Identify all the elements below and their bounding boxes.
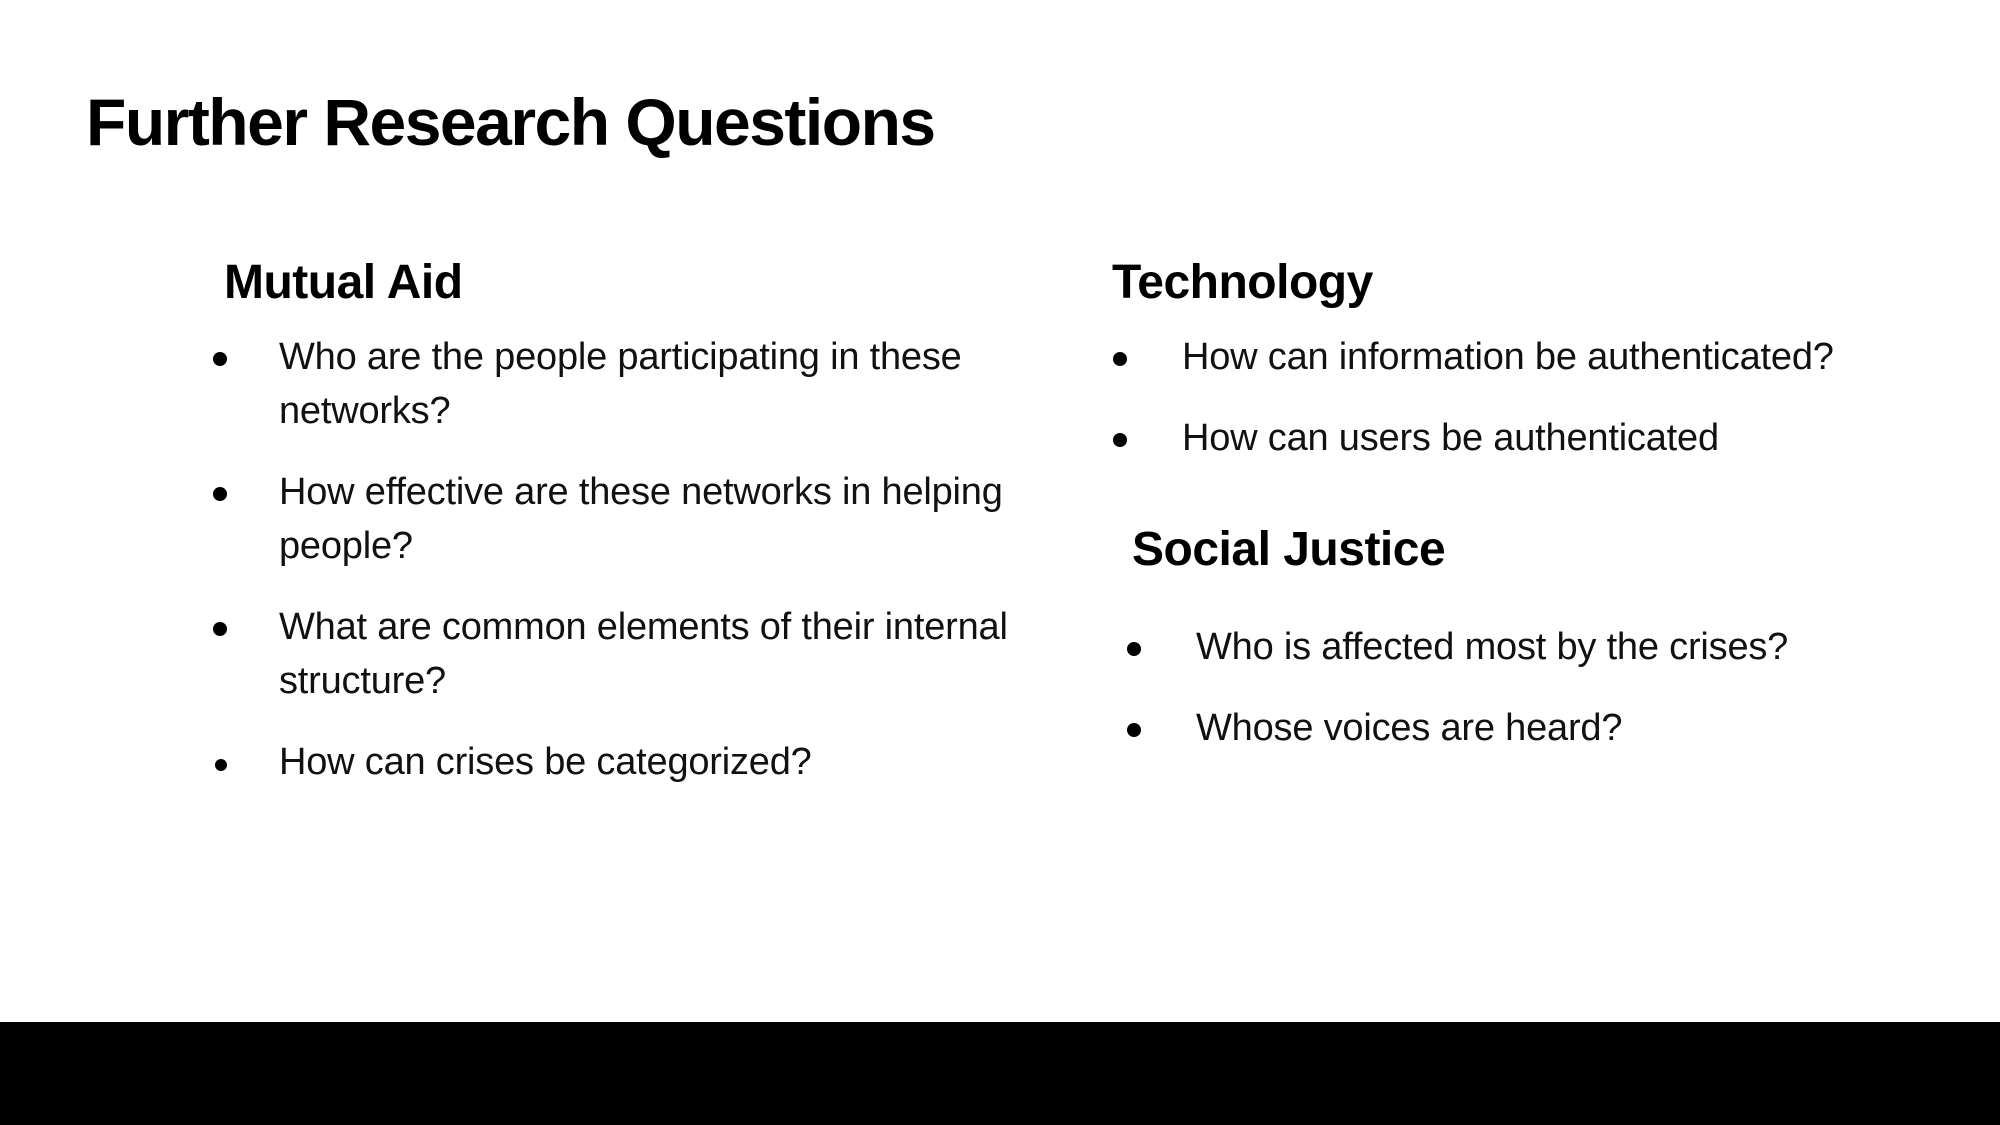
technology-list: How can information be authenticated? Ho… [1110,330,1970,465]
bullet-icon [1113,352,1127,366]
mutual-aid-list: Who are the people participating in thes… [208,330,1008,789]
bullet-icon [213,352,227,366]
bullet-icon [1113,433,1127,447]
slide-title: Further Research Questions [86,85,936,159]
bullet-icon [215,759,227,771]
list-item-text: Who are the people participating in thes… [279,336,962,432]
list-item: How effective are these networks in help… [208,465,1008,573]
bullet-icon [1127,723,1141,737]
list-item-text: How can information be authenticated? [1182,336,1834,378]
bullet-icon [213,487,227,501]
social-justice-list: Who is affected most by the crises? Whos… [1124,620,1964,755]
technology-heading: Technology [1112,256,1373,309]
list-item: How can crises be categorized? [208,735,1008,789]
bullet-icon [213,622,227,636]
list-item: What are common elements of their intern… [208,600,1008,708]
bullet-icon [1127,642,1141,656]
list-item-text: How effective are these networks in help… [279,471,1003,567]
list-item-text: How can users be authenticated [1182,417,1719,459]
list-item: How can users be authenticated [1110,411,1970,465]
footer-bar [0,1022,2000,1125]
list-item-text: Who is affected most by the crises? [1196,626,1789,668]
list-item-text: Whose voices are heard? [1196,707,1623,749]
mutual-aid-heading: Mutual Aid [224,256,463,309]
social-justice-heading: Social Justice [1132,523,1446,576]
list-item: Who is affected most by the crises? [1124,620,1964,674]
list-item-text: What are common elements of their intern… [279,606,1008,702]
list-item: How can information be authenticated? [1110,330,1970,384]
list-item-text: How can crises be categorized? [279,741,812,783]
list-item: Whose voices are heard? [1124,701,1964,755]
list-item: Who are the people participating in thes… [208,330,1008,438]
